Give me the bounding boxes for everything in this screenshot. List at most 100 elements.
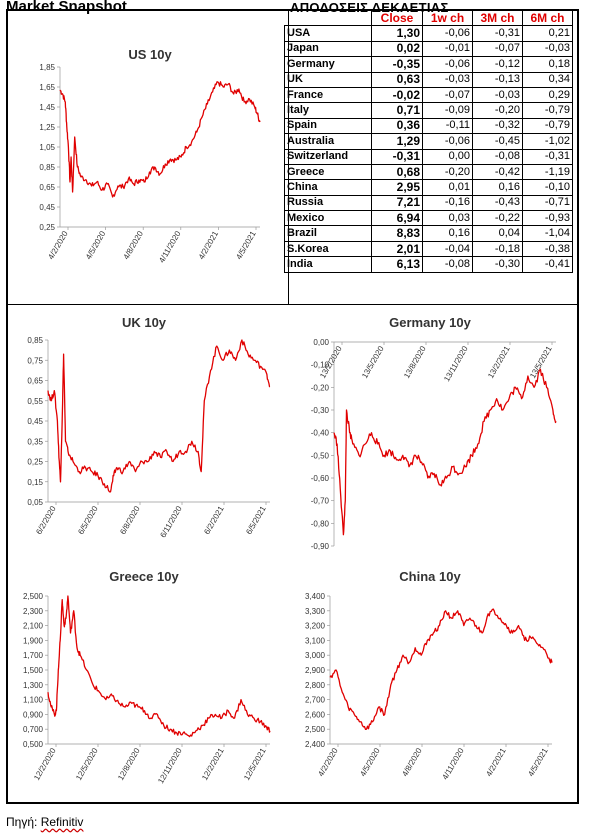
change-1w-cell: -0,07 — [422, 86, 473, 104]
change-3m-cell: -0,45 — [472, 133, 523, 150]
uk-chart-title: UK 10y — [122, 315, 167, 330]
uk-y-tick-label: 0,75 — [27, 356, 43, 365]
change-1w-cell: -0,06 — [422, 25, 473, 42]
us-x-tick-label: 4/11/2020 — [157, 229, 183, 264]
change-3m-cell: -0,32 — [472, 117, 523, 135]
greece-y-tick-label: 1,500 — [23, 666, 44, 675]
uk-x-tick-label: 6/2/2020 — [34, 504, 58, 536]
germany-y-tick-label: -0,50 — [311, 451, 330, 460]
greece-y-tick-label: 2,100 — [23, 622, 44, 631]
close-cell: 1,29 — [371, 133, 423, 150]
us-y-tick-label: 1,85 — [39, 63, 55, 72]
china-y-tick-label: 3,300 — [305, 607, 326, 616]
germany-chart-title: Germany 10y — [389, 315, 471, 330]
greece-y-tick-label: 0,700 — [23, 725, 44, 734]
us-x-tick-label: 4/2/2021 — [197, 229, 221, 261]
uk-y-tick-label: 0,35 — [27, 437, 43, 446]
source-note: Πηγή: Refinitiv — [6, 815, 83, 829]
change-1w-cell: 0,16 — [422, 225, 473, 242]
germany-x-tick-label: 13/2/2021 — [486, 344, 512, 380]
change-6m-cell: -1,04 — [522, 225, 573, 242]
close-cell: 2,95 — [371, 179, 423, 196]
page-title: Market Snapshot — [6, 0, 127, 15]
close-cell: -0,35 — [371, 56, 423, 73]
china-x-tick-label: 4/5/2021 — [526, 746, 550, 778]
change-6m-cell: -1,02 — [522, 133, 573, 150]
close-cell: 1,30 — [371, 25, 423, 42]
greece-y-tick-label: 2,300 — [23, 607, 44, 616]
us-y-tick-label: 1,05 — [39, 143, 55, 152]
table-row: Spain 0,36 -0,11 -0,32 -0,79 — [284, 117, 573, 135]
change-3m-cell: -0,03 — [472, 86, 523, 104]
china-y-tick-label: 3,200 — [305, 622, 326, 631]
change-6m-cell: -0,31 — [522, 148, 573, 165]
uk-y-tick-label: 0,05 — [27, 498, 43, 507]
us-y-tick-label: 1,25 — [39, 123, 55, 132]
change-1w-cell: -0,11 — [422, 117, 473, 135]
uk-y-tick-label: 0,65 — [27, 377, 43, 386]
us-x-tick-label: 4/8/2020 — [122, 229, 146, 261]
uk-y-tick-label: 0,25 — [27, 458, 43, 467]
country-cell: Spain — [284, 117, 372, 135]
country-cell: Switzerland — [284, 148, 372, 165]
germany-y-tick-label: -0,20 — [311, 383, 330, 392]
us-y-tick-label: 0,45 — [39, 203, 55, 212]
column-header-6m: 6M ch — [522, 9, 573, 27]
close-cell: 0,63 — [371, 71, 423, 88]
china-x-tick-label: 4/11/2020 — [440, 746, 466, 781]
change-6m-cell: 0,21 — [522, 25, 573, 42]
greece-series-line — [47, 595, 271, 738]
china-y-tick-label: 3,400 — [305, 592, 326, 601]
table-row: Russia 7,21 -0,16 -0,43 -0,71 — [284, 194, 573, 212]
change-6m-cell: -0,41 — [522, 256, 573, 273]
table-body: USA 1,30 -0,06 -0,31 0,21 Japan 0,02 -0,01 -0,07… — [284, 25, 573, 273]
change-1w-cell: -0,20 — [422, 163, 473, 181]
column-header-1w: 1w ch — [422, 9, 473, 27]
change-6m-cell: -0,10 — [522, 179, 573, 196]
greece-x-tick-label: 12/5/2020 — [74, 746, 100, 782]
china-x-tick-label: 4/5/2020 — [358, 746, 382, 778]
change-6m-cell: -0,93 — [522, 210, 573, 227]
table-row: China 2,95 0,01 0,16 -0,10 — [284, 179, 573, 196]
change-1w-cell: -0,01 — [422, 40, 473, 58]
china-x-tick-label: 4/2/2020 — [316, 746, 340, 778]
us-x-tick-label: 4/5/2021 — [234, 229, 258, 261]
close-cell: 2,01 — [371, 240, 423, 258]
close-cell: 6,13 — [371, 256, 423, 273]
change-3m-cell: -0,13 — [472, 71, 523, 88]
germany-y-tick-label: 0,00 — [313, 338, 329, 347]
us-y-tick-label: 0,25 — [39, 223, 55, 232]
change-3m-cell: -0,31 — [472, 25, 523, 42]
china-y-tick-label: 2,900 — [305, 666, 326, 675]
close-cell: 0,36 — [371, 117, 423, 135]
table-row: Australia 1,29 -0,06 -0,45 -1,02 — [284, 133, 573, 150]
table-header-row: Close 1w ch 3M ch 6M ch — [284, 9, 573, 27]
yields-table: Close 1w ch 3M ch 6M ch USA 1,30 -0,06 -0,3… — [284, 9, 573, 273]
china-10y-chart: China 10y 3,400 3,300 3,200 3,100 3,000 2,900 2… — [305, 569, 553, 781]
greece-y-tick-label: 1,900 — [23, 636, 44, 645]
table-row: India 6,13 -0,08 -0,30 -0,41 — [284, 256, 573, 273]
greece-y-tick-label: 1,300 — [23, 681, 44, 690]
germany-y-tick-label: -0,70 — [311, 497, 330, 506]
china-y-tick-label: 3,100 — [305, 636, 326, 645]
change-1w-cell: -0,08 — [422, 256, 473, 273]
change-3m-cell: -0,30 — [472, 256, 523, 273]
greece-y-tick-label: 1,700 — [23, 651, 44, 660]
change-1w-cell: -0,04 — [422, 240, 473, 258]
germany-x-tick-label: 13/11/2020 — [442, 344, 470, 383]
china-y-tick-label: 2,600 — [305, 710, 326, 719]
table-row: UK 0,63 -0,03 -0,13 0,34 — [284, 71, 573, 88]
uk-x-tick-label: 6/11/2020 — [158, 504, 184, 539]
uk-x-tick-label: 6/2/2021 — [202, 504, 226, 536]
country-cell: UK — [284, 71, 372, 88]
change-3m-cell: -0,12 — [472, 56, 523, 73]
country-cell: Australia — [284, 133, 372, 150]
greece-chart-title: Greece 10y — [109, 569, 179, 584]
close-cell: 8,83 — [371, 225, 423, 242]
country-cell: Greece — [284, 163, 372, 181]
us-y-tick-label: 1,65 — [39, 83, 55, 92]
us-x-tick-label: 4/2/2020 — [46, 229, 70, 261]
country-cell: Brazil — [284, 225, 372, 242]
change-1w-cell: 0,01 — [422, 179, 473, 196]
source-name: Refinitiv — [40, 815, 84, 829]
